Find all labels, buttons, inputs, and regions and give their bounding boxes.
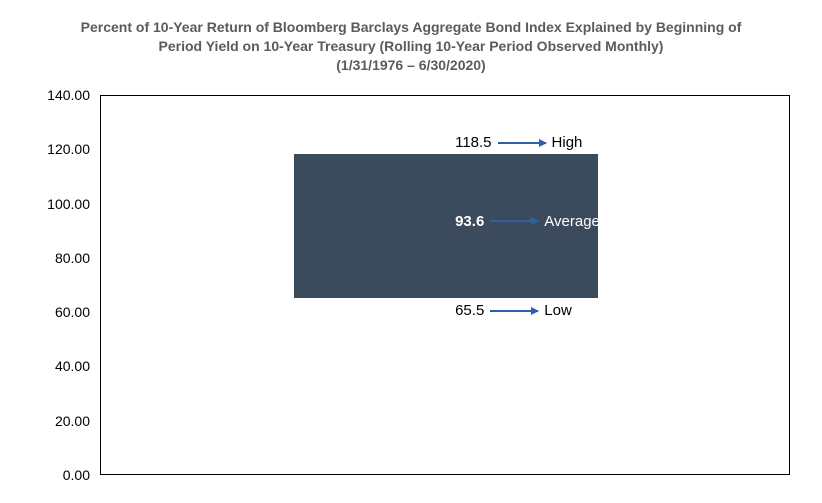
annotation-average: 93.6 Average: [455, 213, 600, 230]
y-tick-label: 40.00: [0, 358, 90, 374]
chart-title-line1: Percent of 10-Year Return of Bloomberg B…: [60, 18, 762, 37]
y-tick-label: 0.00: [0, 467, 90, 483]
y-tick-label: 140.00: [0, 87, 90, 103]
y-tick-label: 20.00: [0, 413, 90, 429]
arrow-icon: [490, 310, 538, 312]
y-tick-label: 120.00: [0, 141, 90, 157]
arrow-icon: [490, 220, 538, 222]
chart-container: Percent of 10-Year Return of Bloomberg B…: [0, 0, 822, 503]
annotation-average-value: 93.6: [455, 213, 484, 230]
annotation-high: 118.5 High: [455, 134, 582, 151]
annotation-low-label: Low: [544, 302, 572, 319]
annotation-high-value: 118.5: [455, 134, 491, 151]
chart-title-line3: (1/31/1976 – 6/30/2020): [60, 56, 762, 75]
arrow-icon: [498, 142, 546, 144]
annotation-high-label: High: [552, 134, 583, 151]
y-tick-label: 100.00: [0, 196, 90, 212]
annotation-low: 65.5 Low: [455, 302, 572, 319]
y-tick-label: 60.00: [0, 304, 90, 320]
annotation-average-label: Average: [544, 213, 600, 230]
chart-title-line2: Period Yield on 10-Year Treasury (Rollin…: [60, 37, 762, 56]
annotation-low-value: 65.5: [455, 302, 484, 319]
plot-area: 118.5 High 93.6 Average 65.5 Low: [100, 95, 790, 475]
y-tick-label: 80.00: [0, 250, 90, 266]
chart-title: Percent of 10-Year Return of Bloomberg B…: [60, 18, 762, 75]
